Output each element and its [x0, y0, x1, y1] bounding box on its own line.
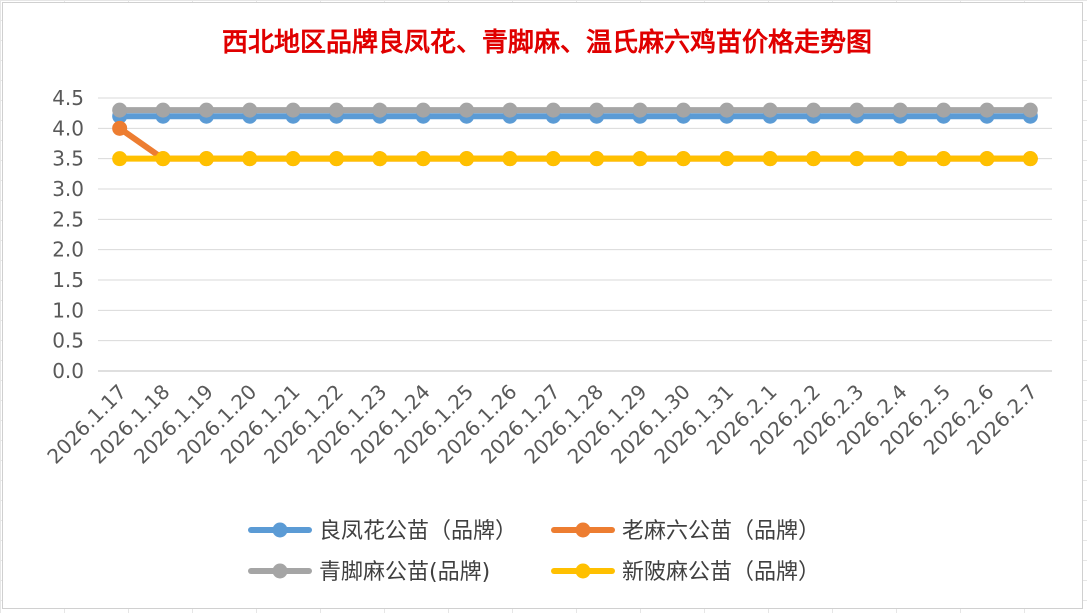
legend-swatch-marker — [575, 563, 591, 579]
data-point — [892, 102, 908, 118]
data-point — [979, 102, 995, 118]
data-point — [675, 151, 691, 167]
y-tick-label: 4.5 — [52, 86, 84, 110]
data-point — [849, 151, 865, 167]
data-point — [242, 102, 258, 118]
legend-swatch-marker — [272, 563, 288, 579]
data-point — [372, 151, 388, 167]
x-axis-ticks: 2026.1.172026.1.182026.1.192026.1.202026… — [42, 380, 1042, 469]
data-point — [415, 102, 431, 118]
data-point — [112, 120, 128, 136]
data-point — [502, 102, 518, 118]
data-point — [372, 102, 388, 118]
data-point — [285, 151, 301, 167]
legend-label: 青脚麻公苗(品牌) — [319, 560, 490, 585]
data-point — [502, 151, 518, 167]
data-point — [1022, 151, 1038, 167]
data-point — [198, 151, 214, 167]
data-point — [155, 151, 171, 167]
data-point — [632, 151, 648, 167]
data-point — [632, 102, 648, 118]
data-point — [545, 102, 561, 118]
line-chart: 西北地区品牌良凤花、青脚麻、温氏麻六鸡苗价格走势图 0.0 0.5 1.0 1.5 2.… — [42, 27, 1052, 585]
y-tick-label: 0.0 — [52, 359, 84, 383]
y-tick-label: 0.5 — [52, 329, 84, 353]
data-point — [415, 151, 431, 167]
data-point — [112, 102, 128, 118]
y-axis-ticks: 0.0 0.5 1.0 1.5 2.0 2.5 3.0 3.5 4.0 4.5 — [52, 86, 84, 383]
data-point — [545, 151, 561, 167]
y-tick-label: 3.5 — [52, 147, 84, 171]
data-point — [112, 151, 128, 167]
legend-swatch-marker — [575, 522, 591, 538]
data-point — [459, 102, 475, 118]
y-tick-label: 3.0 — [52, 177, 84, 201]
data-point — [719, 102, 735, 118]
data-point — [589, 102, 605, 118]
data-point — [198, 102, 214, 118]
y-tick-label: 4.0 — [52, 116, 84, 140]
data-point — [285, 102, 301, 118]
data-point — [242, 151, 258, 167]
data-point — [806, 151, 821, 167]
data-point — [155, 102, 171, 118]
data-point — [762, 102, 778, 118]
data-point — [459, 151, 475, 167]
data-point — [329, 102, 344, 118]
data-point — [675, 102, 691, 118]
data-point — [979, 151, 995, 167]
gridlines — [98, 97, 1052, 372]
legend-label: 新陂麻公苗（品牌） — [622, 560, 820, 585]
series-line — [116, 125, 1034, 162]
legend-label: 良凤花公苗（品牌） — [319, 519, 517, 544]
data-point — [936, 151, 952, 167]
y-tick-label: 1.0 — [52, 298, 84, 322]
data-point — [892, 151, 908, 167]
data-point — [936, 102, 952, 118]
y-tick-label: 2.5 — [52, 207, 84, 231]
data-point — [589, 151, 605, 167]
y-tick-label: 1.5 — [52, 268, 84, 292]
legend: 良凤花公苗（品牌） 老麻六公苗（品牌） 青脚麻公苗(品牌) 新陂麻公苗（品牌） — [248, 519, 820, 585]
series-lines — [112, 102, 1038, 167]
data-point — [806, 102, 821, 118]
data-point — [329, 151, 344, 167]
data-point — [762, 151, 778, 167]
legend-label: 老麻六公苗（品牌） — [622, 519, 820, 544]
data-point — [1022, 102, 1038, 118]
data-point — [719, 151, 735, 167]
chart-title: 西北地区品牌良凤花、青脚麻、温氏麻六鸡苗价格走势图 — [222, 27, 872, 58]
data-point — [849, 102, 865, 118]
legend-swatch-marker — [272, 522, 288, 538]
y-tick-label: 2.0 — [52, 238, 84, 262]
